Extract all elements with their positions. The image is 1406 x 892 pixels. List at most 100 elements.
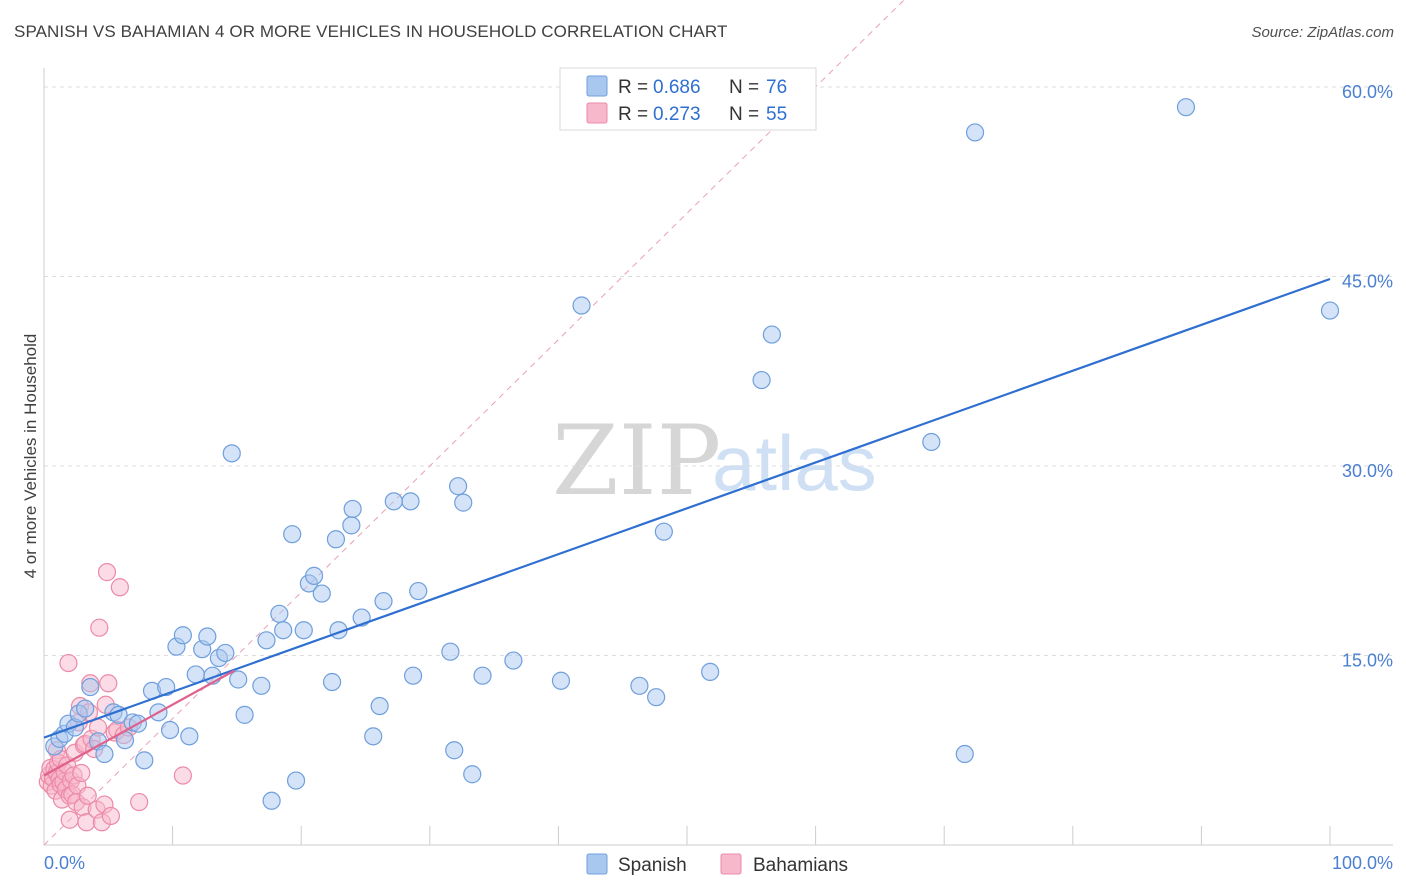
spanish-point-37 [283, 525, 302, 544]
spanish-point-69 [752, 370, 771, 390]
reference-diagonal [43, 0, 905, 846]
grid [44, 86, 1393, 656]
spanish-point-72 [955, 744, 974, 764]
spanish-point-7 [81, 677, 100, 697]
spanish-point-34 [262, 791, 281, 810]
spanish-point-45 [326, 530, 346, 549]
x-tick-label-min: 0.0% [44, 853, 85, 873]
legend-n-value-bahamians: 55 [766, 104, 787, 125]
axes [43, 68, 1393, 846]
bahamians-point-45 [97, 563, 117, 582]
spanish-point-42 [312, 584, 331, 603]
spanish-point-21 [173, 626, 192, 645]
bahamians-point-34 [78, 786, 97, 805]
x-tick-label-max: 100.0% [1332, 853, 1393, 873]
y-tick-label-60: 60.0% [1342, 82, 1393, 102]
legend-n-value-spanish: 76 [766, 77, 787, 98]
legend-r-label-spanish: R = [618, 77, 648, 98]
legend-r-value-spanish: 0.686 [653, 77, 701, 98]
watermark-atlas: atlas [712, 419, 877, 507]
spanish-point-66 [647, 688, 666, 707]
spanish-point-50 [370, 696, 389, 716]
spanish-point-35 [270, 604, 289, 623]
y-tick-label-15: 15.0% [1342, 650, 1393, 670]
spanish-point-54 [403, 666, 423, 685]
spanish-points [45, 98, 1340, 810]
spanish-point-29 [222, 444, 241, 463]
spanish-point-47 [343, 499, 362, 519]
spanish-point-38 [286, 771, 306, 790]
legend-r-label-bahamians: R = [618, 104, 648, 125]
spanish-point-6 [76, 699, 95, 718]
source-label: Source: ZipAtlas.com [1251, 24, 1394, 41]
spanish-point-51 [374, 592, 393, 611]
legend-r-value-bahamians: 0.273 [653, 104, 701, 125]
bahamians-point-50 [110, 578, 129, 597]
legend-n-label-bahamians: N = [729, 104, 759, 125]
y-tick-labels: 15.0% 30.0% 45.0% 60.0% [1342, 82, 1393, 671]
spanish-point-65 [630, 676, 649, 695]
spanish-point-60 [463, 765, 482, 784]
bahamians-point-41 [90, 618, 109, 637]
spanish-point-56 [441, 642, 460, 661]
spanish-point-31 [235, 705, 254, 724]
spanish-point-49 [364, 727, 383, 746]
chart-title: SPANISH VS BAHAMIAN 4 OR MORE VEHICLES I… [14, 22, 728, 41]
spanish-point-55 [409, 581, 428, 601]
spanish-point-62 [504, 651, 523, 670]
spanish-point-30 [229, 670, 248, 689]
spanish-point-68 [701, 662, 720, 682]
legend-swatch-spanish [586, 75, 608, 97]
bahamians-point-19 [60, 810, 79, 829]
spanish-point-39 [294, 621, 313, 640]
spanish-point-57 [445, 741, 464, 760]
spanish-point-58 [448, 477, 468, 496]
y-tick-label-45: 45.0% [1342, 271, 1393, 291]
spanish-point-15 [135, 751, 154, 770]
bottom-legend-swatch-bahamians [720, 853, 742, 875]
spanish-point-53 [401, 492, 420, 511]
bahamians-points [38, 563, 192, 832]
spanish-point-28 [216, 643, 235, 663]
bahamians-point-47 [101, 806, 120, 826]
bahamians-point-46 [99, 674, 118, 693]
bahamians-trend-line [43, 669, 235, 777]
bottom-legend-label-spanish: Spanish [618, 855, 687, 876]
reference-diagonal-line [43, 0, 905, 846]
spanish-point-43 [322, 672, 342, 692]
trend-lines [43, 277, 1331, 777]
spanish-point-52 [384, 492, 403, 511]
y-tick-label-30: 30.0% [1342, 461, 1393, 481]
spanish-point-25 [198, 627, 217, 646]
spanish-point-71 [922, 432, 941, 452]
spanish-point-67 [654, 522, 673, 541]
legend-swatch-bahamians [586, 102, 608, 124]
spanish-point-59 [454, 493, 473, 512]
bahamians-point-18 [59, 653, 78, 673]
y-axis-label: 4 or more Vehicles in Household [21, 334, 40, 579]
series-legend: Spanish Bahamians [586, 853, 848, 876]
spanish-point-73 [965, 123, 985, 142]
x-tick-marks [172, 826, 1331, 845]
bottom-legend-swatch-spanish [586, 853, 608, 875]
spanish-point-9 [95, 744, 114, 764]
spanish-point-22 [180, 727, 199, 746]
legend-n-label-spanish: N = [729, 77, 759, 98]
spanish-point-63 [551, 671, 571, 690]
spanish-point-74 [1176, 98, 1196, 117]
spanish-point-70 [762, 325, 781, 344]
bottom-legend-label-bahamians: Bahamians [753, 855, 848, 876]
spanish-trend-line [43, 277, 1331, 739]
bahamians-point-29 [72, 763, 91, 783]
spanish-point-18 [157, 677, 176, 697]
spanish-point-61 [473, 666, 492, 685]
bahamians-point-53 [130, 792, 149, 812]
stats-legend: R = 0.686 N = 76 R = 0.273 N = 55 [559, 67, 817, 131]
spanish-point-33 [257, 631, 276, 650]
spanish-point-19 [160, 720, 180, 740]
spanish-point-36 [274, 621, 293, 640]
spanish-point-32 [252, 676, 271, 695]
spanish-point-64 [572, 296, 591, 315]
bahamians-point-54 [173, 766, 192, 785]
